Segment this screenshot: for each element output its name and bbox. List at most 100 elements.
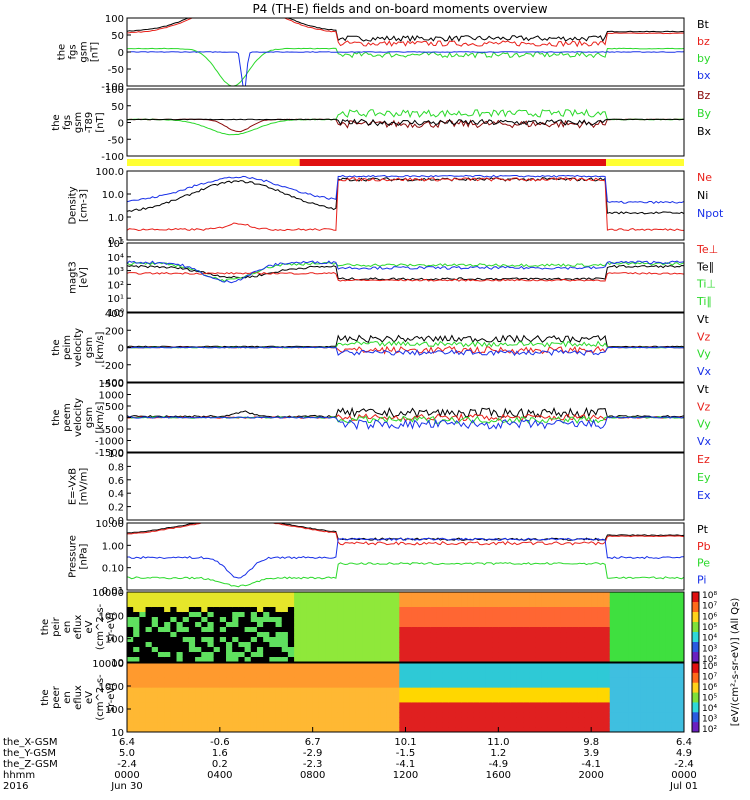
spectrogram-cell (145, 727, 153, 733)
spectrogram-cell (312, 652, 320, 658)
spectrogram-cell (188, 652, 196, 658)
spectrogram-cell (294, 652, 301, 658)
series-npot (126, 174, 685, 205)
spectrogram-cell (492, 692, 499, 698)
spectrogram-cell (157, 707, 165, 713)
y-tick-label: 1000 (99, 611, 124, 622)
spectrogram-cell (275, 622, 283, 628)
spectrogram-cell (448, 663, 456, 669)
spectrogram-cell (541, 663, 549, 669)
spectrogram-8 (127, 592, 685, 663)
spectrogram-cell (393, 602, 400, 608)
spectrogram-cell (659, 722, 666, 728)
spectrogram-cell (281, 642, 289, 648)
spectrogram-cell (368, 637, 376, 643)
spectrogram-cell (492, 672, 499, 679)
spectrogram-cell (312, 717, 320, 723)
spectrogram-cell (492, 717, 499, 723)
spectrogram-cell (467, 617, 475, 623)
spectrogram-cell (516, 612, 524, 618)
spectrogram-cell (448, 702, 456, 708)
spectrogram-cell (615, 642, 623, 648)
spectrogram-cell (628, 712, 635, 718)
spectrogram-cell (411, 647, 419, 653)
spectrogram-cell (368, 612, 376, 618)
spectrogram-cell (213, 707, 221, 713)
spectrogram-cell (157, 697, 165, 703)
spectrogram-cell (424, 722, 431, 728)
spectrogram-cell (510, 632, 518, 638)
spectrogram-cell (157, 677, 165, 684)
spectrogram-cell (331, 637, 338, 643)
spectrogram-cell (597, 702, 605, 708)
spectrogram-cell (646, 652, 654, 658)
spectrogram-cell (195, 647, 202, 653)
spectrogram-cell (498, 602, 506, 608)
spectrogram-cell (374, 692, 382, 698)
spectrogram-cell (201, 672, 208, 679)
spectrogram-cell (393, 727, 400, 733)
spectrogram-cell (337, 652, 345, 658)
spectrogram-cell (386, 702, 394, 708)
spectrogram-cell (653, 622, 660, 628)
spectrogram-cell (485, 663, 493, 669)
spectrogram-cell (665, 652, 673, 658)
spectrogram-cell (541, 612, 549, 618)
spectrogram-cell (516, 652, 524, 658)
spectrogram-cell (362, 642, 369, 648)
spectrogram-cell (455, 707, 462, 713)
spectrogram-cell (640, 652, 648, 658)
spectrogram-cell (541, 652, 549, 658)
spectrogram-cell (213, 717, 221, 723)
spectrogram-cell (646, 712, 654, 718)
spectrogram-cell (405, 637, 413, 643)
spectrogram-cell (294, 627, 301, 633)
spectrogram-cell (671, 702, 679, 708)
spectrogram-cell (430, 692, 437, 698)
spectrogram-cell (127, 642, 134, 648)
spectrogram-cell (337, 663, 345, 669)
spectrogram-cell (479, 652, 487, 658)
spectrogram-cell (479, 687, 487, 694)
spectrogram-cell (535, 687, 543, 694)
spectrogram-cell (318, 612, 326, 618)
time-axis-x-ticks: 0000 (671, 770, 696, 781)
spectrogram-cell (337, 672, 345, 679)
spectrogram-cell (430, 592, 437, 598)
spectrogram-cell (201, 642, 208, 648)
spectrogram-cell (250, 617, 258, 623)
spectrogram-cell (547, 627, 555, 633)
spectrogram-cell (523, 622, 530, 628)
spectrogram-cell (269, 642, 277, 648)
y-axis-label-line: the (40, 689, 51, 705)
spectrogram-cell (473, 632, 481, 638)
spectrogram-cell (393, 612, 400, 618)
spectrogram-cell (232, 702, 239, 708)
spectrogram-cell (349, 597, 357, 603)
spectrogram-cell (281, 632, 289, 638)
spectrogram-cell (535, 632, 543, 638)
spectrogram-cell (467, 592, 475, 598)
spectrogram-cell (597, 717, 605, 723)
spectrogram-cell (554, 607, 561, 613)
spectrogram-cell (374, 637, 382, 643)
spectrogram-cell (510, 627, 518, 633)
colorbar-swatch (692, 622, 699, 633)
y-axis-label: Density [cm-3] (68, 186, 90, 224)
spectrogram-cell (424, 727, 431, 733)
spectrogram-cell (318, 622, 326, 628)
spectrogram-cell (424, 657, 431, 663)
spectrogram-cell (560, 627, 567, 633)
spectrogram-cell (133, 682, 140, 689)
spectrogram-cell (386, 667, 394, 674)
spectrogram-cell (170, 622, 178, 628)
spectrogram-cell (374, 677, 382, 684)
spectrogram-cell (300, 617, 307, 623)
spectrogram-cell (164, 712, 171, 718)
colorbar: 10⁸10⁷10⁶10⁵10⁴10³10²10⁸10⁷10⁶10⁵10⁴10³1… (691, 591, 741, 735)
spectrogram-cell (244, 687, 252, 694)
spectrogram-cell (665, 627, 673, 633)
spectrogram-cell (659, 687, 666, 694)
legend-entry: Pi (697, 573, 706, 586)
spectrogram-cell (300, 652, 307, 658)
